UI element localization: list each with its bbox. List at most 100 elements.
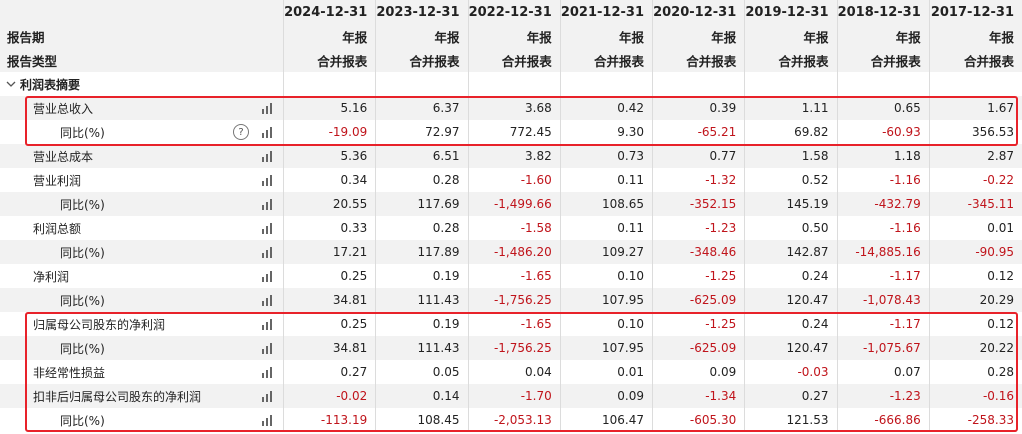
row-label-text: 归属母公司股东的净利润 (33, 317, 166, 332)
empty-cell (561, 72, 653, 96)
value-cell: 0.25 (284, 312, 377, 336)
value-cell: 72.97 (376, 120, 469, 144)
value-cell: 356.53 (972, 125, 1014, 139)
value-cell: -65.21 (653, 120, 746, 144)
value-cell: 120.47 (745, 336, 838, 360)
section-row[interactable]: 利润表摘要 (0, 72, 1022, 96)
value-cell: -1.17 (838, 312, 930, 336)
value-cell: -0.03 (745, 360, 838, 384)
value-cell: 0.05 (376, 360, 469, 384)
value-cell: 121.53 (745, 408, 838, 432)
value-cell: 0.25 (284, 264, 377, 288)
header-date[interactable]: 2021-12-31 (561, 0, 653, 24)
row-label: 扣非后归属母公司股东的净利润 (0, 384, 284, 408)
value-cell: 0.19 (376, 312, 469, 336)
bar-chart-icon[interactable] (261, 174, 273, 186)
value-cell: -352.15 (653, 192, 746, 216)
value-cell: 9.30 (561, 120, 653, 144)
bar-chart-icon[interactable] (261, 366, 273, 378)
value-cell: 0.24 (745, 312, 838, 336)
bar-chart-icon[interactable] (261, 150, 273, 162)
value-cell: -19.09 (284, 120, 377, 144)
table-row[interactable]: 非经常性损益 0.27 0.05 0.04 0.01 0.09 -0.03 0.07 0.28 (0, 360, 1022, 384)
header-period-row: 报告期 年报 年报 年报 年报 年报 年报 年报 年报 (0, 24, 1022, 48)
header-date[interactable]: 2020-12-31 (653, 0, 746, 24)
value-cell: 3.82 (469, 144, 561, 168)
type-label: 报告类型 (0, 48, 284, 72)
value-cell: 0.28 (376, 168, 469, 192)
header-date[interactable]: 2024-12-31 (284, 0, 377, 24)
table-row[interactable]: 营业利润 0.34 0.28 -1.60 0.11 -1.32 0.52 -1.16 -0.22 (0, 168, 1022, 192)
value-cell: 3.68 (469, 96, 561, 120)
value-cell: 69.82 (745, 120, 838, 144)
type-value: 合并报表 (561, 48, 653, 72)
type-value: 合并报表 (653, 48, 746, 72)
value-cell: 6.37 (376, 96, 469, 120)
row-label-text: 净利润 (33, 269, 70, 284)
value-cell: 0.77 (653, 144, 746, 168)
table-row[interactable]: 营业总成本 5.36 6.51 3.82 0.73 0.77 1.58 1.18 2.87 (0, 144, 1022, 168)
value-cell: 17.21 (284, 240, 377, 264)
value-cell: -1,499.66 (469, 192, 561, 216)
header-date[interactable]: 2017-12-31 (930, 4, 1014, 20)
bar-chart-icon[interactable] (261, 414, 273, 426)
row-label-text: 利润总额 (33, 221, 82, 236)
value-cell: 0.65 (838, 96, 930, 120)
type-value: 合并报表 (284, 48, 377, 72)
table-row[interactable]: 扣非后归属母公司股东的净利润 -0.02 0.14 -1.70 0.09 -1.34 0.2… (0, 384, 1022, 408)
value-cell: 0.34 (284, 168, 377, 192)
row-label: 净利润 (0, 264, 284, 288)
row-label-text: 同比(%) (60, 341, 105, 356)
table-row[interactable]: 同比(%) 20.55 117.69 -1,499.66 108.65 -352.15 14… (0, 192, 1022, 216)
value-cell: -1.23 (838, 384, 930, 408)
header-date[interactable]: 2018-12-31 (838, 0, 930, 24)
header-date[interactable]: 2023-12-31 (376, 0, 469, 24)
value-cell: -1.25 (653, 264, 746, 288)
bar-chart-icon[interactable] (261, 126, 273, 138)
value-cell: 142.87 (745, 240, 838, 264)
table-row[interactable]: 同比(%) 17.21 117.89 -1,486.20 109.27 -348.46 14… (0, 240, 1022, 264)
bar-chart-icon[interactable] (261, 102, 273, 114)
value-cell: -1.32 (653, 168, 746, 192)
value-cell: 0.50 (745, 216, 838, 240)
table-row[interactable]: 同比(%)? -19.09 72.97 772.45 9.30 -65.21 69.82 -6… (0, 120, 1022, 144)
empty-cell (745, 72, 838, 96)
row-label-text: 同比(%) (60, 293, 105, 308)
row-label-text: 营业总收入 (33, 101, 94, 116)
period-value: 年报 (838, 24, 930, 48)
table-row[interactable]: 同比(%) 34.81 111.43 -1,756.25 107.95 -625.09 12… (0, 336, 1022, 360)
row-label: 营业利润 (0, 168, 284, 192)
value-cell: 0.09 (561, 384, 653, 408)
bar-chart-icon[interactable] (261, 270, 273, 282)
value-cell: 145.19 (745, 192, 838, 216)
table-row[interactable]: 利润总额 0.33 0.28 -1.58 0.11 -1.23 0.50 -1.16 0.01 (0, 216, 1022, 240)
period-value: 年报 (561, 24, 653, 48)
table-row[interactable]: 营业总收入 5.16 6.37 3.68 0.42 0.39 1.11 0.65 1.67 (0, 96, 1022, 120)
value-cell: 20.29 (979, 293, 1014, 307)
header-date[interactable]: 2019-12-31 (745, 0, 838, 24)
bar-chart-icon[interactable] (261, 222, 273, 234)
type-value: 合并报表 (745, 48, 838, 72)
table-row[interactable]: 同比(%) 34.81 111.43 -1,756.25 107.95 -625.09 12… (0, 288, 1022, 312)
table-row[interactable]: 归属母公司股东的净利润 0.25 0.19 -1.65 0.10 -1.25 0.24 -1.… (0, 312, 1022, 336)
row-label: 同比(%) (0, 192, 284, 216)
bar-chart-icon[interactable] (261, 342, 273, 354)
bar-chart-icon[interactable] (261, 246, 273, 258)
table-row[interactable]: 同比(%) -113.19 108.45 -2,053.13 106.47 -605.30… (0, 408, 1022, 432)
section-title: 利润表摘要 (20, 77, 81, 92)
caret-down-icon[interactable] (6, 79, 16, 89)
value-cell: -348.46 (653, 240, 746, 264)
row-label: 利润总额 (0, 216, 284, 240)
help-icon[interactable]: ? (233, 124, 249, 140)
header-date[interactable]: 2022-12-31 (469, 0, 561, 24)
table-row[interactable]: 净利润 0.25 0.19 -1.65 0.10 -1.25 0.24 -1.17 0.12 (0, 264, 1022, 288)
bar-chart-icon[interactable] (261, 318, 273, 330)
value-cell: 34.81 (284, 288, 377, 312)
bar-chart-icon[interactable] (261, 294, 273, 306)
bar-chart-icon[interactable] (261, 390, 273, 402)
header-type-row: 报告类型 合并报表 合并报表 合并报表 合并报表 合并报表 合并报表 合并报表 … (0, 48, 1022, 72)
value-cell: 117.89 (376, 240, 469, 264)
row-label-text: 营业总成本 (33, 149, 94, 164)
section-header[interactable]: 利润表摘要 (0, 72, 284, 96)
bar-chart-icon[interactable] (261, 198, 273, 210)
